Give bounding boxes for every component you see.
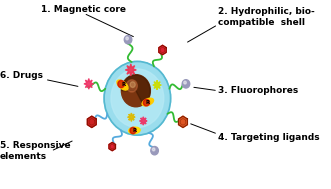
Polygon shape [128,113,135,121]
Text: R: R [132,128,136,133]
Polygon shape [84,79,94,89]
Circle shape [111,69,164,128]
Circle shape [151,146,158,155]
Polygon shape [178,116,187,128]
Text: 1. Magnetic core: 1. Magnetic core [41,5,126,14]
Polygon shape [159,45,166,55]
Ellipse shape [142,98,154,106]
Polygon shape [140,117,147,125]
Text: 3. Fluorophores: 3. Fluorophores [218,86,298,95]
Polygon shape [153,80,161,90]
Ellipse shape [118,80,124,88]
Ellipse shape [117,80,128,90]
Text: R: R [146,100,150,105]
Circle shape [130,82,135,88]
Text: R: R [122,82,126,87]
Circle shape [126,80,137,92]
Wedge shape [122,75,150,104]
Circle shape [124,36,132,44]
Circle shape [182,80,190,88]
Text: 4. Targeting ligands: 4. Targeting ligands [218,133,320,143]
Circle shape [184,81,186,84]
Polygon shape [109,142,116,151]
Circle shape [104,61,170,135]
Ellipse shape [143,99,150,106]
Circle shape [152,148,155,151]
Ellipse shape [129,127,140,134]
Circle shape [121,75,150,107]
Ellipse shape [130,127,136,134]
Text: 6. Drugs: 6. Drugs [0,71,43,80]
Polygon shape [87,116,96,128]
Text: 2. Hydrophilic, bio-
compatible  shell: 2. Hydrophilic, bio- compatible shell [218,7,315,27]
Text: 5. Responsive
elements: 5. Responsive elements [0,142,71,161]
Polygon shape [125,64,136,76]
Circle shape [126,37,128,40]
